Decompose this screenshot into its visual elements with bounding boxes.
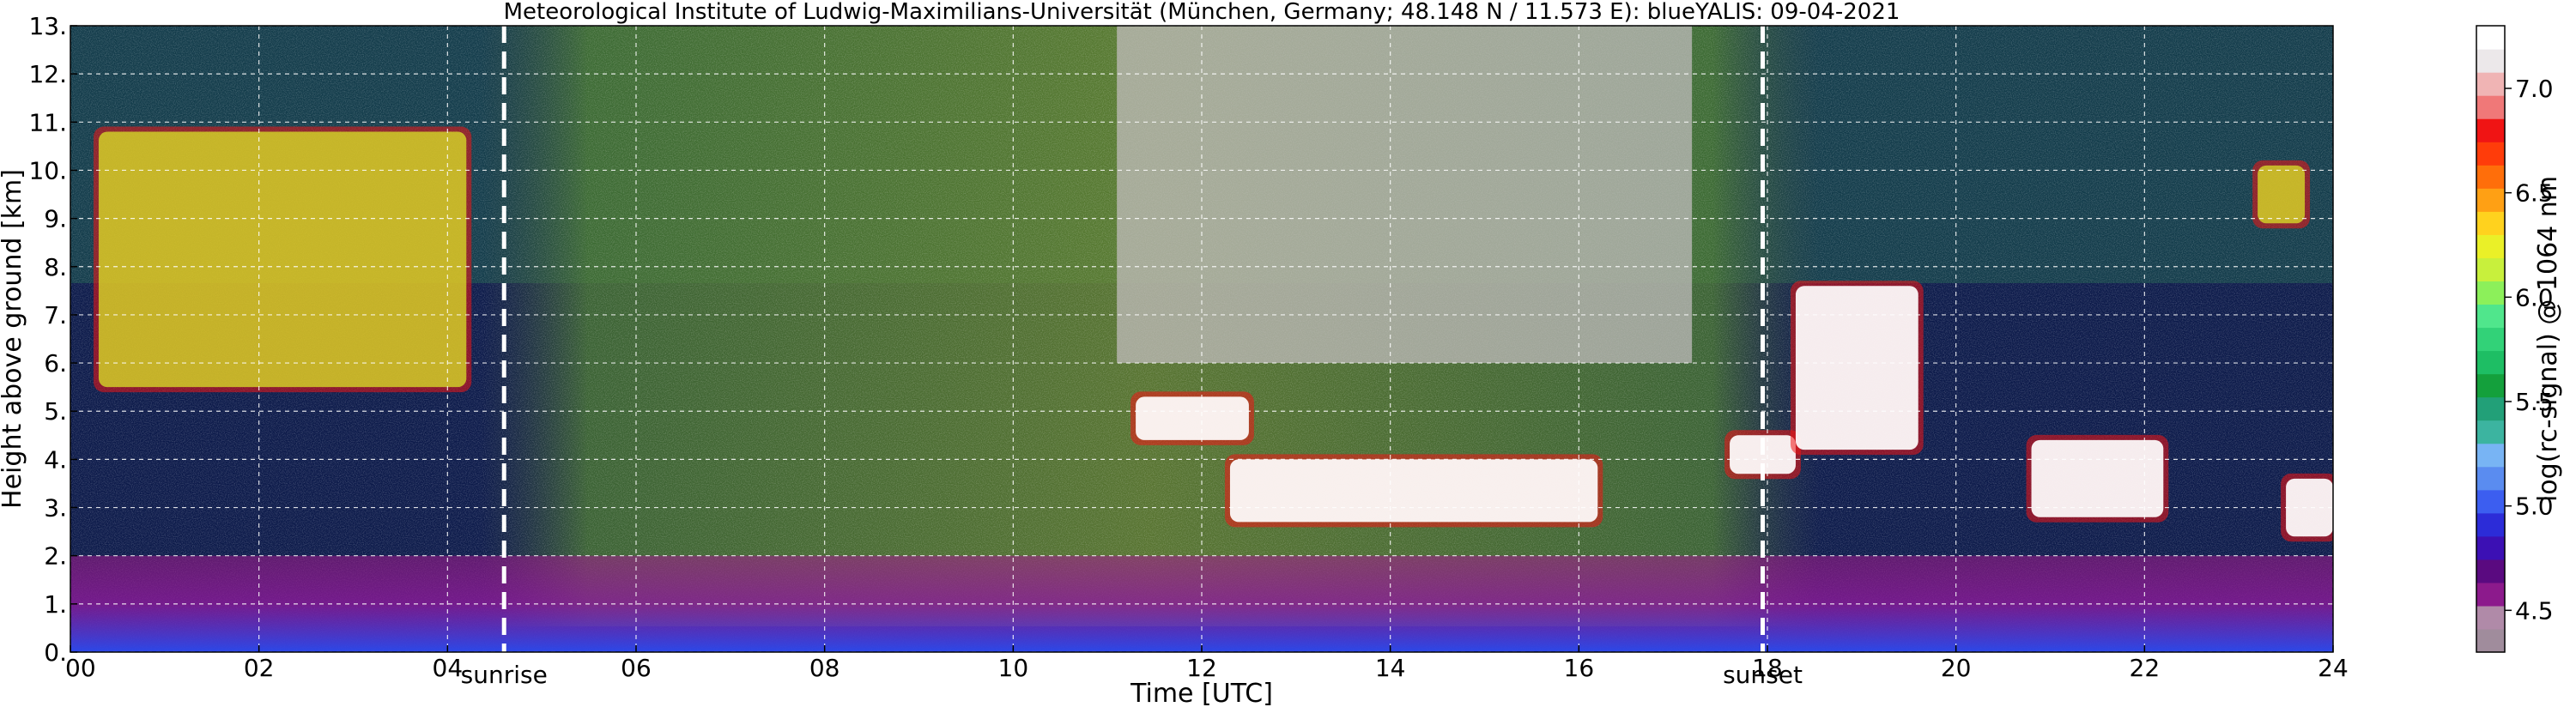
- feature-solar-background-noise: [1117, 26, 1693, 364]
- colorbar-swatch: [2476, 26, 2505, 50]
- y-axis-ticks: 0. 1. 2. 3. 4. 5. 6. 7. 8. 9. 10. 11. 12. 13.: [28, 12, 77, 667]
- feature-mid-level-cloud: [2286, 478, 2333, 537]
- y-tick-label: 0.: [44, 638, 67, 667]
- y-tick-label: 13.: [28, 12, 67, 40]
- colorbar-swatch: [2476, 211, 2505, 235]
- colorbar-swatch: [2476, 373, 2505, 398]
- colorbar-swatch: [2476, 535, 2505, 560]
- y-tick-label: 9.: [44, 205, 67, 233]
- colorbar-swatch: [2476, 281, 2505, 305]
- colorbar-swatch: [2476, 582, 2505, 607]
- x-tick-label: 24: [2318, 654, 2349, 682]
- colorbar-tick-label: 5.0: [2515, 492, 2554, 521]
- x-tick-label: 16: [1564, 654, 1595, 682]
- colorbar-swatch: [2476, 49, 2505, 73]
- colorbar-swatch: [2476, 165, 2505, 189]
- grid-lines: [70, 26, 2333, 652]
- chart-title: Meteorological Institute of Ludwig-Maxim…: [504, 0, 1900, 25]
- colorbar-swatch: [2476, 350, 2505, 375]
- y-tick-label: 1.: [44, 590, 67, 619]
- y-tick-label: 12.: [28, 60, 67, 88]
- sun-event-lines: [501, 26, 1766, 652]
- colorbar-swatch: [2476, 257, 2505, 282]
- colorbar-swatch: [2476, 327, 2505, 352]
- x-axis-ticks: 00 02 04 06 08 10 12 14 16 18 20 22 24: [65, 645, 2349, 682]
- feature-mid-level-cloud: [1136, 396, 1249, 440]
- feature-cirrus: [2258, 165, 2306, 224]
- colorbar-label: log(rc-signal) @ 1064 nm: [2533, 176, 2563, 502]
- x-tick-label: 06: [621, 654, 652, 682]
- y-tick-label: 3.: [44, 494, 67, 523]
- y-tick-label: 10.: [28, 156, 67, 184]
- x-tick-label: 22: [2130, 654, 2161, 682]
- x-tick-label: 18: [1752, 654, 1783, 682]
- y-tick-label: 8.: [44, 253, 67, 281]
- colorbar-tick-label: 4.5: [2515, 596, 2554, 625]
- y-tick-label: 4.: [44, 445, 67, 474]
- plot-area: [70, 26, 2333, 652]
- sun-event-label: sunset: [1723, 661, 1803, 689]
- colorbar-swatch: [2476, 234, 2505, 258]
- colorbar-swatch: [2476, 559, 2505, 583]
- x-tick-label: 10: [998, 654, 1029, 682]
- colorbar-swatch: [2476, 72, 2505, 96]
- colorbar-ticks: 4.5 5.0 5.5 6.0 6.5 7.0: [2505, 75, 2554, 625]
- colorbar-swatch: [2476, 118, 2505, 142]
- y-tick-label: 2.: [44, 542, 67, 571]
- y-tick-label: 7.: [44, 301, 67, 329]
- colorbar-swatch: [2476, 396, 2505, 421]
- feature-mid-level-cloud: [1229, 459, 1598, 523]
- colorbar-swatch: [2476, 304, 2505, 329]
- x-tick-label: 14: [1375, 654, 1406, 682]
- colorbar-swatches: [2476, 26, 2505, 653]
- y-tick-label: 6.: [44, 349, 67, 378]
- colorbar-tick-label: 6.0: [2515, 283, 2554, 311]
- x-axis-label: Time [UTC]: [1130, 679, 1273, 707]
- y-axis-label: Height above ground [km]: [0, 169, 27, 509]
- colorbar-swatch: [2476, 605, 2505, 630]
- colorbar-swatch: [2476, 142, 2505, 166]
- colorbar-swatch: [2476, 188, 2505, 212]
- colorbar-tick-label: 6.5: [2515, 179, 2554, 208]
- feature-mid-level-cloud: [1795, 286, 1918, 450]
- colorbar-swatch: [2476, 489, 2505, 514]
- colorbar-tick-label: 5.5: [2515, 388, 2554, 416]
- colorbar-tick-label: 7.0: [2515, 75, 2554, 103]
- colorbar: 4.5 5.0 5.5 6.0 6.5 7.0 log(rc-signal) @ 1064…: [2476, 25, 2563, 653]
- x-tick-label: 00: [65, 654, 96, 682]
- x-tick-label: 20: [1941, 654, 1972, 682]
- x-tick-label: 02: [244, 654, 275, 682]
- sun-event-labels: sunrise sunset: [461, 661, 1803, 689]
- y-tick-label: 5.: [44, 397, 67, 426]
- feature-cirrus: [98, 131, 467, 388]
- colorbar-swatch: [2476, 420, 2505, 444]
- colorbar-swatch: [2476, 466, 2505, 491]
- sun-event-label: sunrise: [461, 661, 548, 689]
- colorbar-swatch: [2476, 628, 2505, 653]
- x-tick-label: 12: [1186, 654, 1217, 682]
- colorbar-swatch: [2476, 443, 2505, 468]
- colorbar-swatch: [2476, 95, 2505, 119]
- y-tick-label: 11.: [28, 108, 67, 136]
- colorbar-frame: [2476, 25, 2506, 653]
- colorbar-swatch: [2476, 512, 2505, 537]
- feature-mid-level-cloud: [2031, 439, 2164, 517]
- x-tick-label: 04: [433, 654, 464, 682]
- x-tick-label: 08: [809, 654, 840, 682]
